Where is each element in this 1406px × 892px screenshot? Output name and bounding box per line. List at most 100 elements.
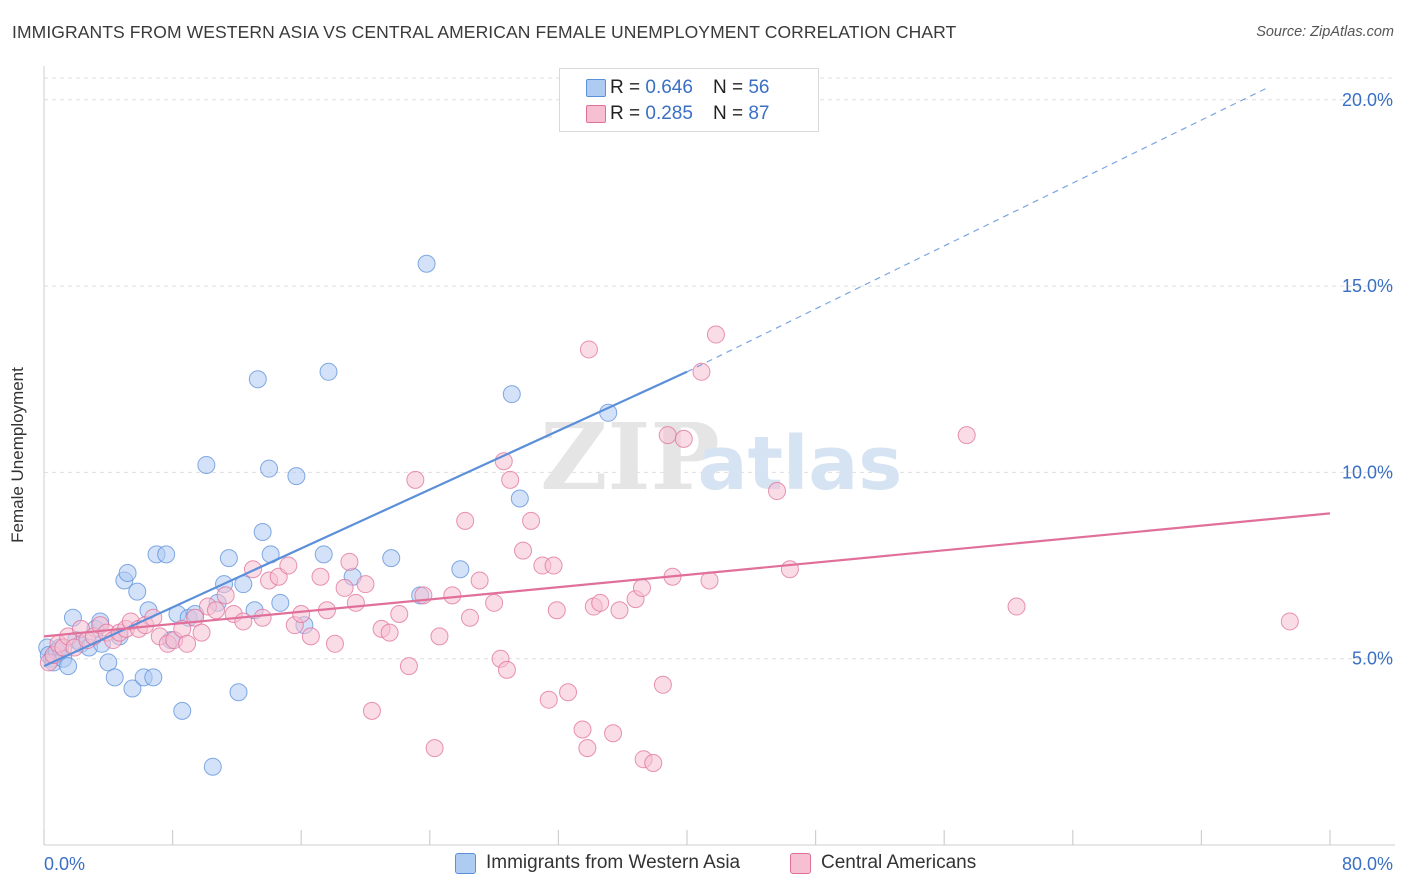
data-point — [216, 586, 235, 605]
data-point — [390, 604, 409, 623]
watermark: ZIP atlas — [540, 403, 902, 511]
data-point — [768, 482, 787, 501]
data-point — [248, 370, 267, 389]
data-point — [346, 593, 365, 612]
data-point — [591, 593, 610, 612]
data-point — [522, 511, 541, 530]
legend-n-value: 56 — [748, 77, 770, 98]
data-point — [234, 612, 253, 631]
data-point — [335, 578, 354, 597]
data-point — [674, 429, 693, 448]
data-point — [279, 556, 298, 575]
data-point — [253, 523, 272, 542]
bottom-legend-label-blue: Immigrants from Western Asia — [486, 852, 741, 873]
x-tick-label: 80.0% — [1342, 854, 1393, 874]
data-point — [579, 340, 598, 359]
data-point — [706, 325, 725, 344]
legend-box: R = 0.646 N = 56 R = 0.285 N = 87 — [559, 68, 819, 132]
data-point — [502, 385, 521, 404]
data-point — [460, 608, 479, 627]
bottom-legend-label-pink: Central Americans — [821, 852, 977, 873]
legend-swatch-blue — [586, 79, 606, 97]
bottom-legend-swatch-blue — [455, 852, 476, 874]
data-point — [123, 679, 142, 698]
data-point — [957, 426, 976, 445]
data-point — [610, 601, 629, 620]
data-point — [539, 690, 558, 709]
data-point — [128, 582, 147, 601]
data-point — [253, 608, 272, 627]
legend-n-label: N = — [712, 103, 744, 124]
data-point — [340, 552, 359, 571]
trend-line-extension — [686, 88, 1266, 373]
data-point — [514, 541, 533, 560]
data-point — [380, 623, 399, 642]
data-point — [485, 593, 504, 612]
data-point — [118, 564, 137, 583]
data-point — [178, 634, 197, 653]
legend-r-label: R = — [610, 103, 641, 124]
y-tick-label: 20.0% — [1342, 90, 1393, 110]
data-point — [301, 627, 320, 646]
bottom-legend-swatch-pink — [790, 852, 811, 874]
trend-line — [43, 370, 688, 668]
legend-row-blue: R = 0.646 N = 56 — [586, 75, 770, 101]
data-point — [219, 549, 238, 568]
bottom-legend-pink: Central Americans — [790, 852, 976, 874]
legend-row-pink: R = 0.285 N = 87 — [586, 101, 770, 127]
data-point — [157, 545, 176, 564]
data-point — [658, 426, 677, 445]
data-point — [144, 668, 163, 687]
data-point — [573, 720, 592, 739]
data-point — [547, 601, 566, 620]
data-point — [356, 575, 375, 594]
data-point — [271, 593, 290, 612]
x-tick-label: 0.0% — [44, 854, 85, 874]
data-point — [559, 683, 578, 702]
y-tick-label: 5.0% — [1352, 649, 1393, 669]
data-point — [425, 739, 444, 758]
data-point — [311, 567, 330, 586]
data-point — [399, 657, 418, 676]
data-points — [38, 254, 1299, 776]
data-point — [780, 560, 799, 579]
data-point — [314, 545, 333, 564]
data-point — [319, 362, 338, 381]
data-point — [604, 724, 623, 743]
data-point — [292, 604, 311, 623]
trend-line — [43, 512, 1331, 638]
series-central-americans — [39, 325, 1299, 773]
data-point — [197, 455, 216, 474]
data-point — [578, 739, 597, 758]
data-point — [544, 556, 563, 575]
axes — [43, 66, 1395, 846]
data-point — [1280, 612, 1299, 631]
legend-r-value: 0.646 — [645, 77, 693, 98]
data-point — [243, 560, 262, 579]
data-point — [510, 489, 529, 508]
data-point — [382, 549, 401, 568]
data-point — [325, 634, 344, 653]
data-point — [203, 757, 222, 776]
data-point — [99, 653, 118, 672]
data-point — [287, 467, 306, 486]
data-point — [406, 470, 425, 489]
data-point — [59, 657, 78, 676]
legend-r-label: R = — [610, 77, 641, 98]
data-point — [644, 754, 663, 773]
data-point — [430, 627, 449, 646]
trend-lines — [43, 88, 1331, 668]
source-label: Source: ZipAtlas.com — [1256, 24, 1394, 40]
legend-n-value: 87 — [748, 103, 770, 124]
y-tick-label: 15.0% — [1342, 276, 1393, 296]
data-point — [1007, 597, 1026, 616]
legend-n-label: N = — [712, 77, 744, 98]
data-point — [470, 571, 489, 590]
watermark-atlas: atlas — [698, 421, 903, 507]
data-point — [105, 668, 124, 687]
data-point — [173, 701, 192, 720]
data-point — [700, 571, 719, 590]
data-point — [692, 362, 711, 381]
data-point — [417, 254, 436, 273]
